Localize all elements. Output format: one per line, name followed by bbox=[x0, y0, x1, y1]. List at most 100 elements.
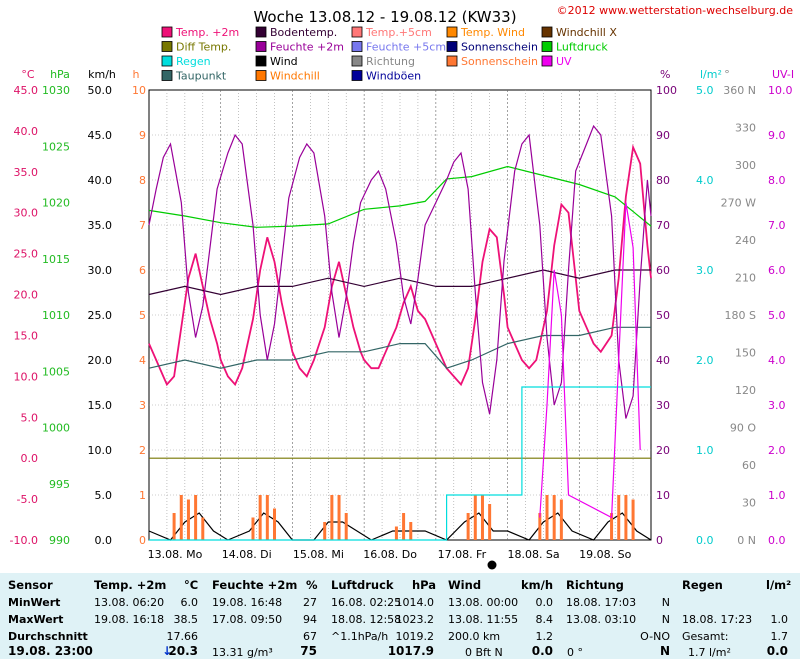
stats-max-humidity-value: 94 bbox=[303, 613, 317, 626]
stats-header-direction: Richtung bbox=[566, 578, 624, 592]
stats-max-temp-value: 38.5 bbox=[173, 613, 199, 626]
legend-swatch bbox=[161, 70, 173, 81]
axis-tick-x: 18.08. Sa bbox=[507, 548, 559, 561]
axis-tick-right: 60 bbox=[742, 459, 756, 472]
axis-tick-left: 3 bbox=[139, 399, 146, 412]
stats-table: Sensor Temp. +2m °C Feuchte +2m % Luftdr… bbox=[0, 573, 800, 659]
axis-tick-right: 6.0 bbox=[768, 264, 786, 277]
axis-tick-right: 5.0 bbox=[768, 309, 786, 322]
axis-tick-right: 0.0 bbox=[768, 534, 786, 547]
series-line bbox=[148, 512, 652, 541]
axis-tick-left: 10.0 bbox=[14, 370, 39, 383]
axis-tick-right: 10.0 bbox=[768, 84, 793, 97]
axis-tick-left: 35.0 bbox=[88, 219, 113, 232]
legend-label: Sonnenschein bbox=[461, 55, 538, 68]
stats-rain-total-value: 1.7 bbox=[770, 630, 789, 643]
axis-tick-right: 7.0 bbox=[768, 219, 786, 232]
stats-header-humidity: Feuchte +2m bbox=[212, 578, 298, 592]
sunshine-bar bbox=[201, 517, 205, 540]
sunshine-bar bbox=[394, 526, 398, 540]
stats-avg-humidity-value: 67 bbox=[303, 630, 317, 643]
axis-tick-right: 30 bbox=[742, 497, 756, 510]
legend-swatch bbox=[161, 41, 173, 52]
axis-tick-left: 1005 bbox=[42, 365, 70, 378]
legend-swatch bbox=[351, 55, 363, 67]
legend-swatch bbox=[541, 26, 553, 38]
axis-tick-left: 35.0 bbox=[14, 166, 39, 179]
axis-tick-right: 4.0 bbox=[696, 174, 714, 187]
sunshine-bar bbox=[409, 522, 413, 540]
legend-swatch bbox=[541, 41, 553, 52]
legend-label: Windchill bbox=[270, 70, 320, 83]
axis-tick-left: 995 bbox=[49, 478, 70, 491]
sunshine-bar bbox=[273, 508, 276, 540]
stats-current-rain: 0.0 bbox=[766, 644, 788, 658]
axis-tick-left: 45.0 bbox=[14, 84, 39, 97]
legend-swatch bbox=[351, 70, 363, 81]
legend-label: Feuchte +2m bbox=[270, 41, 344, 54]
sunshine-bar bbox=[330, 495, 334, 540]
axis-tick-right: 210 bbox=[735, 272, 756, 285]
legend-label: Temp. Wind bbox=[460, 26, 525, 39]
axis-tick-right: 3.0 bbox=[696, 264, 714, 277]
stats-max-wind-value: 8.4 bbox=[535, 613, 554, 626]
axis-unit-left: hPa bbox=[50, 68, 70, 81]
axis-tick-right: 70 bbox=[656, 219, 670, 232]
axis-tick-right: 30 bbox=[656, 399, 670, 412]
legend-label: Luftdruck bbox=[556, 41, 608, 54]
axis-tick-right: 360 N bbox=[723, 84, 756, 97]
axis-tick-left: 1025 bbox=[42, 140, 70, 153]
axis-tick-right: 240 bbox=[735, 234, 756, 247]
axis-tick-left: -5.0 bbox=[17, 493, 38, 506]
sunshine-bar bbox=[624, 495, 628, 540]
stats-max-rain-value: 1.0 bbox=[770, 613, 789, 626]
series-line bbox=[148, 269, 651, 296]
axis-tick-left: 1000 bbox=[42, 422, 70, 435]
axis-tick-x: 14.08. Di bbox=[222, 548, 272, 561]
axis-tick-left: 1015 bbox=[42, 253, 70, 266]
sunshine-bar bbox=[466, 513, 470, 540]
stats-avg-wind-value: 1.2 bbox=[535, 630, 554, 643]
axis-tick-left: 20.0 bbox=[14, 289, 39, 302]
legend-swatch bbox=[255, 41, 267, 52]
stats-current-abs-humidity: 13.31 g/m³ bbox=[212, 646, 273, 659]
stats-min-wind-time: 13.08. 00:00 bbox=[448, 596, 519, 609]
axis-tick-right: 100 bbox=[656, 84, 677, 97]
axis-tick-left: 6 bbox=[139, 264, 146, 277]
axis-tick-left: 1020 bbox=[42, 197, 70, 210]
sunshine-bar bbox=[337, 495, 341, 540]
stats-min-wind-value: 0.0 bbox=[535, 596, 554, 609]
stats-min-pressure-time: 16.08. 02:25 bbox=[331, 596, 402, 609]
sunshine-bar bbox=[631, 499, 635, 540]
legend-swatch bbox=[255, 26, 267, 38]
legend-label: Windböen bbox=[366, 70, 421, 83]
axis-tick-right: 330 bbox=[735, 122, 756, 135]
axis-tick-left: 40.0 bbox=[14, 125, 39, 138]
series-line bbox=[148, 326, 651, 369]
sunshine-bar bbox=[538, 513, 542, 540]
axis-unit-right: ° bbox=[724, 68, 730, 81]
legend-label: Diff Temp. bbox=[176, 41, 231, 54]
stats-header-rain-unit: l/m² bbox=[766, 578, 792, 592]
stats-max-direction-value: N bbox=[661, 613, 670, 626]
stats-avg-temp-value: 17.66 bbox=[166, 630, 199, 643]
stats-header-wind-unit: km/h bbox=[521, 578, 554, 592]
stats-max-humidity-time: 17.08. 09:50 bbox=[212, 613, 283, 626]
axis-tick-right: 3.0 bbox=[768, 399, 786, 412]
axis-tick-x: 13.08. Mo bbox=[148, 548, 203, 561]
weekly-weather-chart: Woche 13.08.12 - 19.08.12 (KW33) ©2012 ww… bbox=[10, 4, 794, 570]
legend-label: Windchill X bbox=[556, 26, 617, 39]
axis-tick-left: 45.0 bbox=[88, 129, 113, 142]
axis-tick-left: 990 bbox=[49, 534, 70, 547]
stats-header-temp: Temp. +2m bbox=[94, 578, 167, 592]
axis-tick-right: 8.0 bbox=[768, 174, 786, 187]
axis-tick-left: 5.0 bbox=[95, 489, 113, 502]
axis-unit-right: UV-I bbox=[772, 68, 794, 81]
legend-swatch bbox=[541, 55, 553, 67]
series-line bbox=[148, 144, 652, 387]
axis-unit-left: km/h bbox=[88, 68, 116, 81]
stats-max-wind-time: 13.08. 11:55 bbox=[448, 613, 519, 626]
axis-tick-right: 40 bbox=[656, 354, 670, 367]
axis-tick-left: 25.0 bbox=[88, 309, 113, 322]
sunshine-bar bbox=[323, 522, 327, 540]
